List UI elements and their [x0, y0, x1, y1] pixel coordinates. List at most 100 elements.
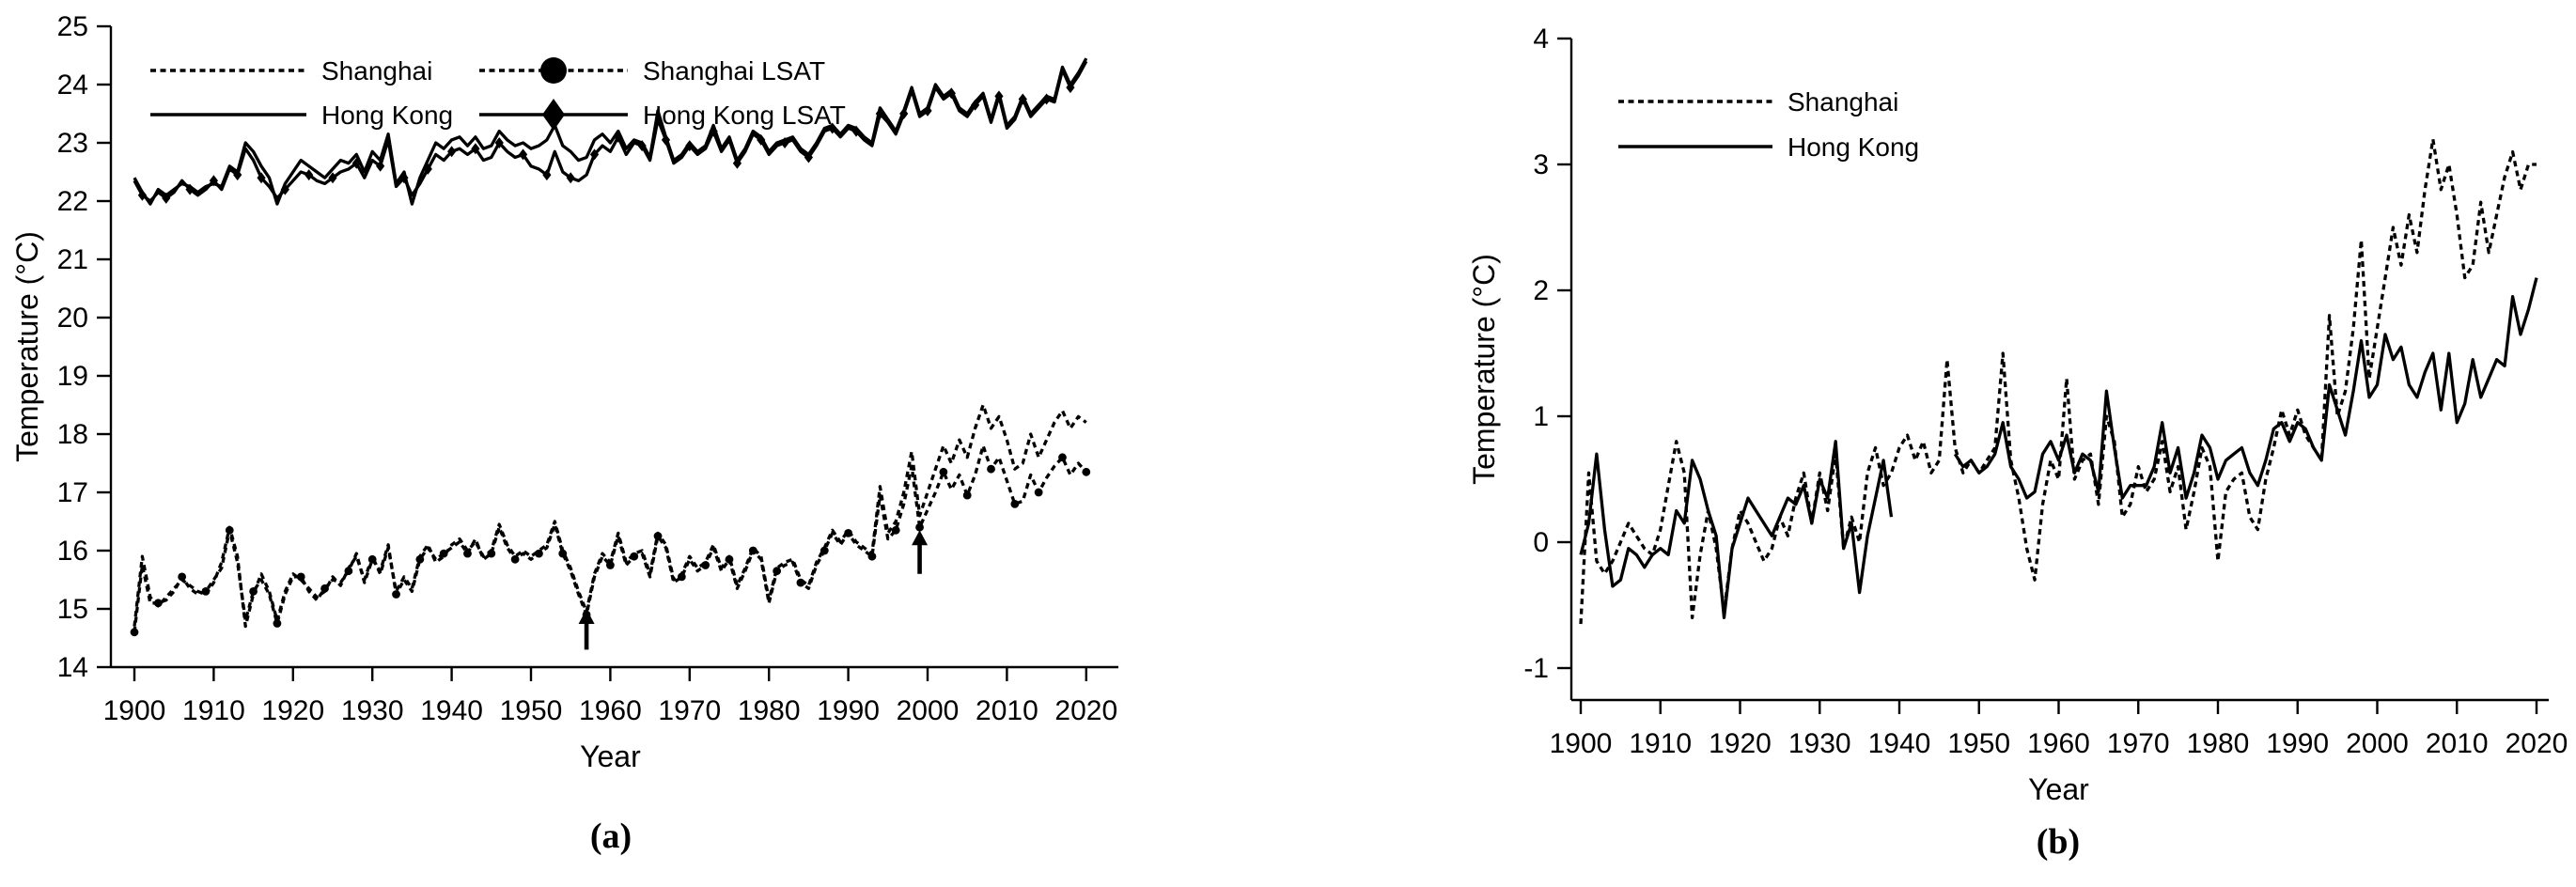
marker-circle	[558, 549, 568, 558]
x-tick-label: 1970	[2107, 728, 2170, 759]
marker-circle	[392, 590, 400, 599]
marker-diamond	[471, 143, 480, 155]
marker-circle	[1010, 500, 1020, 508]
x-tick-label: 1990	[817, 695, 880, 726]
x-tick-label: 2000	[897, 695, 960, 726]
marker-circle	[987, 464, 995, 474]
marker-circle	[606, 561, 615, 569]
marker-diamond	[589, 148, 600, 161]
marker-circle	[225, 525, 234, 535]
x-tick-label: 1950	[500, 695, 563, 726]
y-axis-title: Temperature (°C)	[1467, 254, 1501, 485]
marker-diamond	[280, 183, 289, 195]
x-tick-label: 1960	[2027, 728, 2090, 759]
marker-diamond	[685, 140, 695, 152]
series-line-hong-kong	[1579, 277, 2538, 620]
legend: Shanghai Hong Kong Shanghai LSAT Hong Kong …	[150, 56, 846, 131]
marker-circle	[415, 554, 425, 564]
marker-circle	[178, 572, 187, 582]
x-tick-label: 1960	[579, 695, 642, 726]
x-tick-label: 2020	[2506, 728, 2568, 759]
marker-circle	[367, 554, 377, 564]
marker-circle	[273, 619, 282, 628]
series-hong-kong	[1579, 277, 2538, 620]
x-tick-label: 1940	[1868, 728, 1931, 759]
marker-diamond	[423, 163, 432, 175]
marker-diamond	[899, 108, 909, 119]
marker-diamond	[851, 125, 861, 137]
y-tick-label: 16	[57, 536, 88, 567]
marker-diamond	[923, 104, 932, 117]
x-tick-label: 2010	[2426, 728, 2489, 759]
y-tick-label: 23	[57, 128, 88, 159]
legend-label-shanghai: Shanghai	[1788, 87, 1898, 117]
y-tick-label: -1	[1523, 653, 1549, 684]
marker-diamond	[137, 189, 148, 201]
series-hong-kong	[133, 57, 1088, 206]
x-tick-label: 1930	[341, 695, 404, 726]
marker-diamond	[804, 151, 813, 163]
y-tick-label: 1	[1533, 401, 1549, 432]
y-tick-label: 0	[1533, 527, 1549, 558]
series-line-hong-kong-lsat	[133, 60, 1088, 203]
series-shanghai	[1579, 137, 2537, 625]
series-line-shanghai	[1579, 137, 2537, 625]
legend-label-hong-kong-lsat: Hong Kong LSAT	[643, 101, 846, 130]
y-tick-label: 24	[57, 70, 88, 101]
marker-diamond	[757, 133, 766, 146]
marker-circle	[962, 490, 972, 500]
marker-circle	[820, 546, 829, 555]
y-tick-label: 17	[57, 477, 88, 508]
x-tick-label: 1900	[103, 695, 166, 726]
y-tick-label: 2	[1533, 275, 1549, 306]
marker-circle	[867, 552, 877, 561]
marker-diamond	[209, 175, 218, 187]
marker-circle	[296, 572, 305, 582]
arrow-up-annotation	[578, 609, 595, 650]
marker-circle	[653, 532, 663, 540]
marker-diamond	[1066, 82, 1075, 94]
series-hong-kong-lsat	[133, 60, 1088, 204]
marker-diamond	[875, 108, 884, 119]
marker-circle	[677, 572, 686, 582]
marker-diamond	[780, 137, 789, 148]
marker-circle	[844, 529, 852, 537]
y-tick-label: 14	[57, 652, 88, 683]
x-axis-title: Year	[2028, 772, 2089, 806]
marker-diamond	[1018, 93, 1027, 105]
marker-diamond	[614, 131, 623, 143]
series-line-hong-kong	[133, 57, 1088, 206]
arrow-up-annotation	[912, 530, 929, 574]
marker-circle	[153, 599, 163, 608]
marker-circle	[510, 554, 520, 564]
legend-label-hong-kong: Hong Kong	[1788, 132, 1919, 162]
marker-circle	[891, 525, 900, 535]
panel-b-caption: (b)	[2036, 822, 2081, 862]
marker-circle	[1034, 488, 1043, 497]
marker-diamond	[518, 148, 528, 161]
y-tick-label: 3	[1533, 149, 1549, 180]
y-tick-label: 18	[57, 419, 88, 450]
marker-circle	[344, 567, 353, 576]
legend-label-shanghai-lsat: Shanghai LSAT	[643, 56, 825, 86]
x-tick-label: 2000	[2346, 728, 2409, 759]
y-tick-label: 19	[57, 361, 88, 392]
x-tick-label: 1980	[2187, 728, 2250, 759]
marker-circle	[201, 587, 211, 596]
marker-diamond	[1042, 93, 1052, 105]
x-axis-title: Year	[580, 739, 641, 773]
x-tick-label: 1950	[1947, 728, 2010, 759]
marker-diamond	[828, 122, 837, 134]
marker-diamond	[709, 125, 718, 137]
ticks	[97, 24, 1088, 681]
marker-diamond	[328, 172, 337, 184]
x-tick-label: 1920	[1709, 728, 1772, 759]
panel-b-chart: -1 0 1 2 3 4 1900 1910 1920 1930 1940 1950 1960 1970 1…	[1467, 23, 2568, 806]
axes	[1569, 39, 2549, 702]
y-axis-title: Temperature (°C)	[10, 231, 44, 462]
x-tick-label: 1930	[1788, 728, 1851, 759]
tick-labels: -1 0 1 2 3 4 1900 1910 1920 1930 1940 1950 1960 1970 1…	[1523, 23, 2568, 759]
marker-diamond	[494, 137, 504, 148]
marker-diamond	[185, 183, 195, 195]
